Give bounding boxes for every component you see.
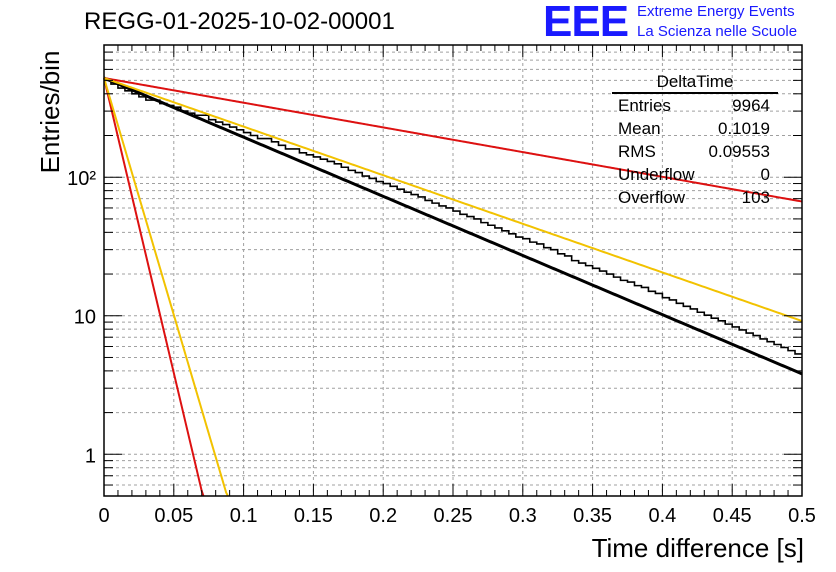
logo-line-1: Extreme Energy Events bbox=[637, 3, 795, 20]
x-tick-label: 0.05 bbox=[154, 505, 193, 527]
stats-row-mean: Mean 0.1019 bbox=[612, 117, 778, 140]
stats-label: Overflow bbox=[618, 188, 686, 207]
stats-value: 0.1019 bbox=[718, 119, 770, 138]
x-axis-label: Time difference [s] bbox=[591, 533, 804, 563]
curve-upper-slow bbox=[103, 77, 803, 203]
curves bbox=[103, 76, 803, 497]
stats-value: 103 bbox=[741, 188, 770, 207]
curve-upper-fast bbox=[103, 77, 205, 497]
x-tick-label: 0.35 bbox=[573, 505, 612, 527]
x-tick-label: 0.25 bbox=[434, 505, 473, 527]
stats-row-overflow: Overflow 103 bbox=[612, 186, 778, 209]
plot-title: REGG-01-2025-10-02-00001 bbox=[84, 8, 395, 35]
y-tick-label: 10² bbox=[67, 168, 96, 190]
x-tick-label: 0.3 bbox=[509, 505, 537, 527]
stats-label: Entries bbox=[618, 96, 671, 115]
histogram bbox=[104, 79, 802, 355]
stats-value: 0 bbox=[760, 165, 770, 184]
histogram-steps bbox=[104, 79, 802, 355]
curve-lower-slow bbox=[103, 77, 803, 322]
x-tick-label: 0.45 bbox=[713, 505, 752, 527]
stats-row-underflow: Underflow 0 bbox=[612, 163, 778, 186]
stats-row-entries: Entries 9964 bbox=[612, 94, 778, 117]
stats-row-rms: RMS 0.09553 bbox=[612, 140, 778, 163]
curve-lower-fast bbox=[103, 77, 229, 497]
logo-line-2: La Scienza nelle Scuole bbox=[637, 23, 798, 40]
stats-label: Underflow bbox=[618, 165, 695, 184]
eee-logo: EEE bbox=[543, 0, 629, 46]
stats-title: DeltaTime bbox=[612, 72, 778, 94]
x-tick-label: 0.2 bbox=[369, 505, 397, 527]
y-tick-label: 10 bbox=[74, 307, 96, 329]
axes: 0 0.05 0.1 0.15 0.2 0.25 0.3 0.35 0.4 0.45 0.5 1 10 1… bbox=[67, 44, 816, 527]
stats-value: 0.09553 bbox=[708, 142, 770, 161]
x-tick-label: 0.15 bbox=[294, 505, 333, 527]
curve-fit bbox=[103, 76, 803, 376]
x-tick-label: 0 bbox=[98, 505, 109, 527]
stats-label: Mean bbox=[618, 119, 661, 138]
x-tick-label: 0.5 bbox=[788, 505, 816, 527]
stats-box: DeltaTime Entries 9964 Mean 0.1019 RMS 0… bbox=[612, 72, 778, 209]
y-tick-label: 1 bbox=[85, 445, 96, 467]
x-tick-label: 0.4 bbox=[648, 505, 676, 527]
stats-value: 9964 bbox=[732, 96, 770, 115]
y-axis-label: Entries/bin bbox=[35, 50, 65, 174]
stats-label: RMS bbox=[618, 142, 656, 161]
x-tick-label: 0.1 bbox=[230, 505, 258, 527]
